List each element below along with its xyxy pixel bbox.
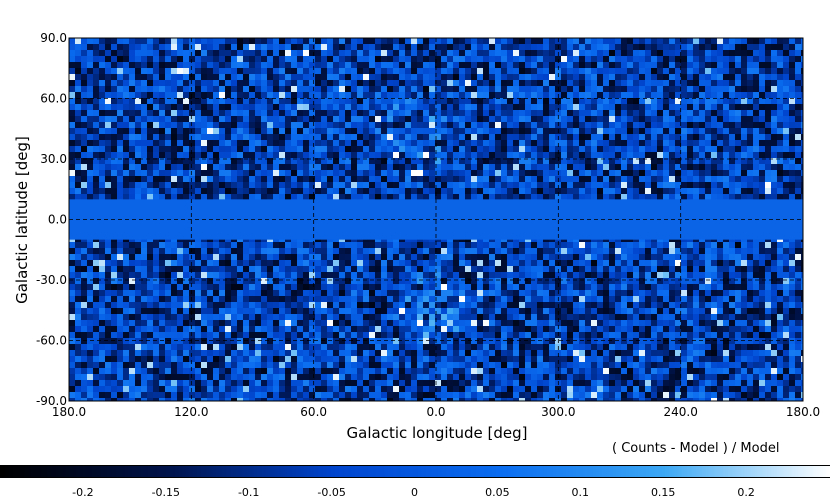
- x-tick-label: 180.0: [52, 405, 86, 419]
- colorbar: [0, 465, 830, 478]
- y-tick-label: -30.0: [36, 273, 67, 287]
- colorbar-tick-label: 0: [411, 486, 418, 499]
- x-tick-label: 180.0: [786, 405, 820, 419]
- residual-map-pixels: [69, 38, 803, 401]
- y-tick-label: 60.0: [40, 92, 67, 106]
- sky-map-chart: 90.0 60.0 30.0 0.0 -30.0 -60.0 -90.0 180.0 120.…: [13, 31, 820, 442]
- colorbar-label: ( Counts - Model ) / Model: [612, 441, 780, 456]
- map-border: [68, 37, 804, 402]
- x-tick-label: 120.0: [174, 405, 208, 419]
- y-tick-labels: 90.0 60.0 30.0 0.0 -30.0 -60.0 -90.0: [36, 31, 67, 408]
- x-axis-label: Galactic longitude [deg]: [347, 424, 528, 442]
- colorbar-tick-label: 0.05: [485, 486, 510, 499]
- y-tick-label: -60.0: [36, 334, 67, 348]
- colorbar-tick-label: 0.2: [737, 486, 755, 499]
- x-tick-label: 60.0: [300, 405, 327, 419]
- y-tick-label: 0.0: [48, 213, 67, 227]
- y-tick-label: -90.0: [36, 394, 67, 408]
- colorbar-tick-label: 0.1: [571, 486, 590, 499]
- grid-lines: [69, 38, 803, 401]
- y-tick-label: 30.0: [40, 152, 67, 166]
- colorbar-tick-label: -0.1: [237, 486, 260, 499]
- x-tick-label: 300.0: [541, 405, 575, 419]
- colorbar-tick-label: -0.05: [317, 486, 346, 499]
- y-tick-label: 90.0: [40, 31, 67, 45]
- x-tick-labels: 180.0 120.0 60.0 0.0 300.0 240.0 180.0: [52, 405, 820, 419]
- y-axis-label: Galactic latitude [deg]: [13, 136, 31, 304]
- colorbar-tick-label: -0.15: [151, 486, 181, 499]
- x-tick-label: 240.0: [663, 405, 697, 419]
- colorbar-tick-label: -0.2: [72, 486, 94, 499]
- x-tick-label: 0.0: [426, 405, 445, 419]
- colorbar-tick-label: 0.15: [650, 486, 676, 499]
